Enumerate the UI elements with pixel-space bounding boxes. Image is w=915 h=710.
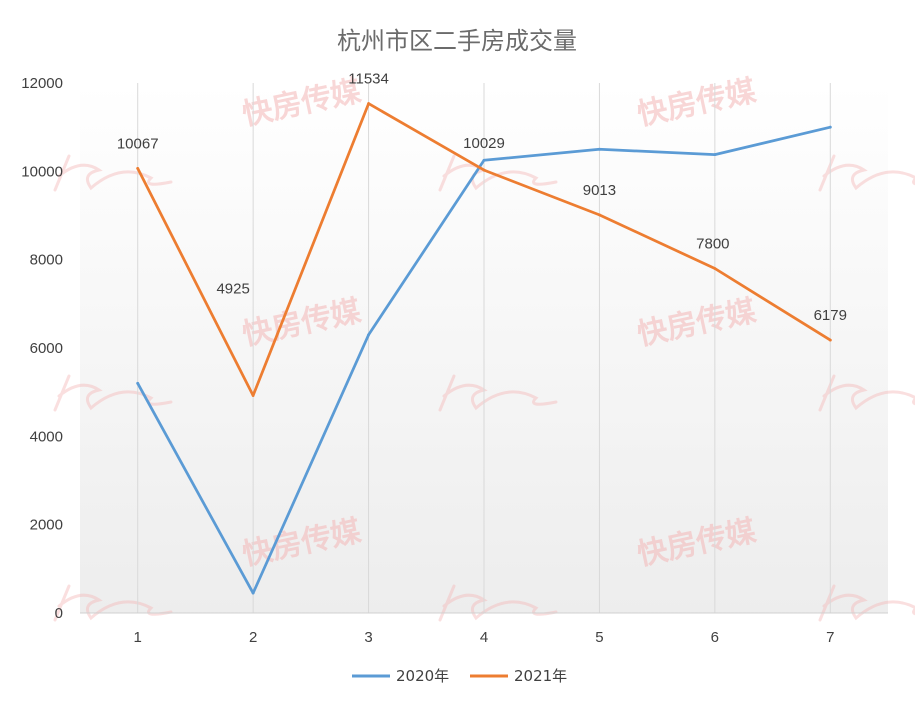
chart-title: 杭州市区二手房成交量 [337,27,577,55]
data-label: 7800 [696,236,729,253]
x-tick-label: 5 [595,629,603,646]
y-tick-label: 10000 [21,163,63,180]
x-tick-label: 7 [826,629,834,646]
watermark-logo-mark [53,154,173,192]
data-point [251,394,255,397]
legend-label: 2021年 [514,667,567,685]
watermark-logo-mark [438,374,558,412]
watermark-logo-mark [818,154,915,192]
y-tick-label: 0 [55,605,63,622]
x-tick-label: 1 [134,629,142,646]
watermark-logo-mark [438,584,558,622]
x-tick-label: 4 [480,629,488,646]
x-tick-label: 6 [711,629,719,646]
x-tick-label: 3 [364,629,372,646]
data-point [136,166,140,170]
data-label: 10029 [463,135,505,152]
data-point [598,213,601,217]
data-point [367,102,370,105]
data-point [482,158,486,162]
data-label: 6179 [814,307,847,324]
data-labels: 10067 4925 11534 10029 9013 7800 6179 [117,71,847,325]
y-tick-label: 2000 [30,517,63,534]
data-point [136,381,140,385]
watermark-logo-mark [818,374,915,412]
data-point [251,591,255,595]
x-tick-label: 2 [249,629,257,646]
data-point [598,147,601,151]
y-tick-label: 12000 [21,75,63,92]
legend-item: 2020年 [352,667,449,685]
y-tick-label: 8000 [30,252,63,269]
legend-label: 2020年 [396,667,449,685]
data-label: 11534 [348,71,389,88]
data-label: 10067 [117,135,159,152]
data-point [713,153,717,156]
data-point [367,333,370,337]
watermark-logo-mark [818,584,915,622]
legend-item: 2021年 [470,667,567,685]
axes: 0 2000 4000 6000 8000 10000 12000 1 2 3 4 5 6 7 [21,75,888,646]
watermark-logo-mark [53,584,173,622]
data-label: 4925 [216,280,249,297]
data-point [482,168,486,172]
y-tick-label: 4000 [30,428,63,445]
data-point [713,267,717,270]
data-point [828,338,832,342]
data-point [828,125,832,129]
series-lines [136,102,832,595]
legend: 2020年 2021年 [352,667,567,685]
data-label: 9013 [583,182,616,199]
y-tick-label: 6000 [30,340,63,357]
